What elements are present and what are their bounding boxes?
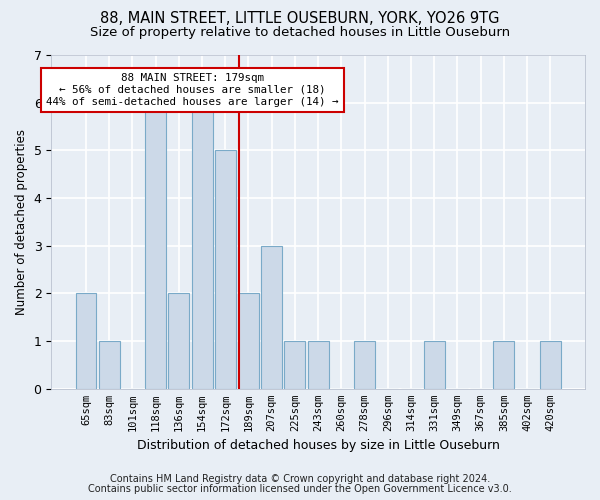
Bar — [76, 294, 97, 389]
Bar — [261, 246, 282, 389]
Bar — [99, 341, 119, 389]
Bar — [169, 294, 189, 389]
Text: 88 MAIN STREET: 179sqm
← 56% of detached houses are smaller (18)
44% of semi-det: 88 MAIN STREET: 179sqm ← 56% of detached… — [46, 74, 339, 106]
X-axis label: Distribution of detached houses by size in Little Ouseburn: Distribution of detached houses by size … — [137, 440, 500, 452]
Bar — [308, 341, 329, 389]
Text: Contains public sector information licensed under the Open Government Licence v3: Contains public sector information licen… — [88, 484, 512, 494]
Bar — [215, 150, 236, 389]
Bar — [540, 341, 561, 389]
Text: Contains HM Land Registry data © Crown copyright and database right 2024.: Contains HM Land Registry data © Crown c… — [110, 474, 490, 484]
Bar — [493, 341, 514, 389]
Bar — [354, 341, 375, 389]
Bar — [191, 102, 212, 389]
Text: 88, MAIN STREET, LITTLE OUSEBURN, YORK, YO26 9TG: 88, MAIN STREET, LITTLE OUSEBURN, YORK, … — [100, 11, 500, 26]
Y-axis label: Number of detached properties: Number of detached properties — [15, 129, 28, 315]
Bar — [238, 294, 259, 389]
Text: Size of property relative to detached houses in Little Ouseburn: Size of property relative to detached ho… — [90, 26, 510, 39]
Bar — [145, 102, 166, 389]
Bar — [424, 341, 445, 389]
Bar — [284, 341, 305, 389]
